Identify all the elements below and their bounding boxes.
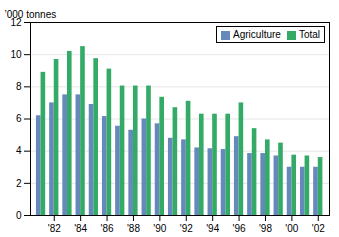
svg-text:'92: '92 <box>180 223 193 234</box>
svg-text:'86: '86 <box>101 223 114 234</box>
svg-text:12: 12 <box>10 16 22 28</box>
html-text:Total: Total <box>298 29 320 40</box>
svg-text:0: 0 <box>16 210 22 221</box>
svg-text:6: 6 <box>16 113 22 124</box>
svg-text:8: 8 <box>16 81 22 92</box>
svg-text:'82: '82 <box>48 223 61 234</box>
svg-text:'88: '88 <box>127 223 140 234</box>
svg-text:’000 tonnes: ’000 tonnes <box>5 9 57 20</box>
svg-text:'02: '02 <box>312 223 325 234</box>
html-text:Agriculture: Agriculture <box>233 29 281 40</box>
svg-text:2: 2 <box>16 178 22 189</box>
svg-text:'90: '90 <box>153 223 166 234</box>
svg-text:'94: '94 <box>206 223 219 234</box>
svg-text:10: 10 <box>10 49 22 60</box>
svg-text:'00: '00 <box>285 223 298 234</box>
svg-text:'98: '98 <box>259 223 272 234</box>
svg-text:'84: '84 <box>74 223 87 234</box>
svg-text:4: 4 <box>16 145 22 156</box>
svg-text:'96: '96 <box>233 223 246 234</box>
